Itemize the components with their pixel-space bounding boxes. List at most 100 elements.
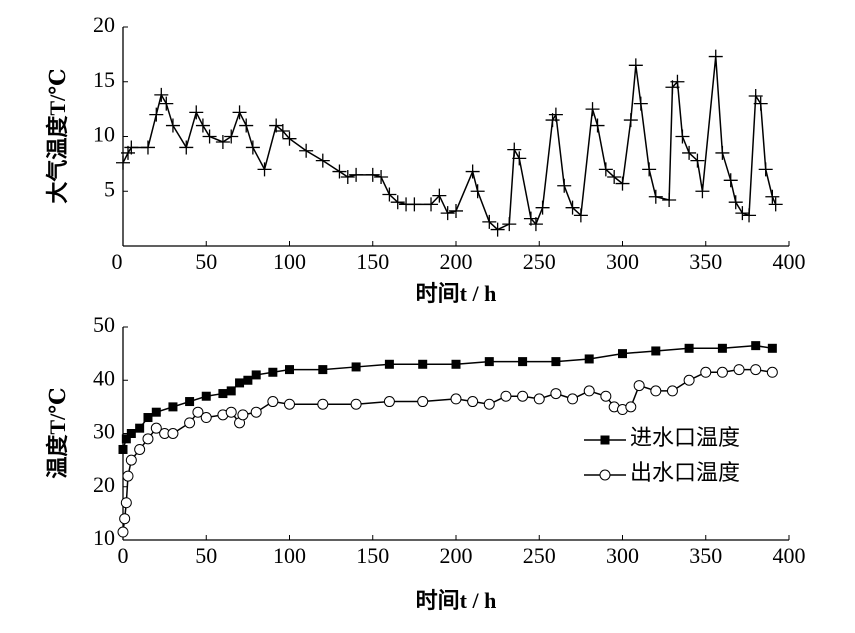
marker [299, 143, 314, 158]
x-tick-label: 400 [773, 543, 806, 568]
marker [350, 398, 362, 410]
marker [417, 396, 429, 408]
marker [192, 406, 204, 418]
marker [116, 155, 130, 170]
marker [432, 188, 447, 203]
marker [120, 497, 132, 509]
x-tick-label: 0 [112, 249, 123, 274]
marker [189, 105, 204, 120]
x-tick-label: 50 [195, 543, 217, 568]
x-tick-label: 350 [689, 249, 722, 274]
marker [766, 366, 778, 378]
marker [666, 385, 678, 397]
marker [185, 397, 195, 407]
marker [315, 153, 330, 168]
marker [140, 140, 155, 155]
marker [482, 214, 497, 229]
marker [557, 178, 572, 193]
marker [567, 393, 579, 405]
marker [748, 88, 763, 103]
marker [490, 222, 505, 237]
marker [318, 365, 328, 375]
marker [120, 145, 135, 160]
marker [700, 366, 712, 378]
x-tick-label: 50 [195, 249, 217, 274]
marker [165, 118, 180, 133]
marker [517, 390, 529, 402]
marker [267, 396, 279, 408]
marker [683, 374, 695, 386]
marker [151, 407, 161, 417]
marker [374, 170, 389, 185]
marker [717, 343, 727, 353]
marker [226, 386, 236, 396]
x-tick-label: 250 [523, 249, 556, 274]
marker [250, 406, 262, 418]
marker [684, 343, 694, 353]
marker [284, 398, 295, 410]
marker [502, 217, 517, 232]
marker [518, 357, 528, 367]
marker [200, 412, 212, 424]
marker [723, 173, 738, 188]
marker [383, 396, 395, 408]
y-tick-label: 15 [93, 67, 115, 92]
marker [483, 398, 495, 410]
marker [124, 140, 139, 155]
marker [633, 380, 645, 392]
y-tick-label: 20 [93, 12, 115, 37]
x-tick-label: 200 [440, 249, 473, 274]
marker [535, 200, 550, 215]
marker [670, 74, 685, 89]
marker [735, 206, 750, 221]
marker [545, 113, 560, 128]
x-tick-label: 100 [273, 543, 306, 568]
marker [215, 134, 230, 149]
x-tick-label: 300 [606, 249, 639, 274]
marker [450, 393, 462, 405]
marker [349, 167, 364, 182]
marker [565, 200, 580, 215]
marker [184, 417, 196, 429]
marker [449, 203, 463, 218]
marker [598, 162, 613, 177]
marker [168, 402, 178, 412]
marker [690, 153, 705, 168]
marker [275, 124, 290, 139]
marker [122, 470, 134, 482]
marker [382, 187, 397, 202]
marker [633, 96, 648, 111]
marker [484, 357, 494, 367]
marker [470, 184, 485, 199]
marker [285, 365, 294, 375]
x-tick-label: 100 [273, 249, 306, 274]
marker [600, 390, 612, 402]
marker [618, 349, 627, 359]
marker [573, 208, 588, 223]
marker [548, 107, 563, 122]
y-tick-label: 50 [93, 312, 115, 337]
marker [237, 409, 249, 421]
y-tick-label: 40 [93, 365, 115, 390]
marker [623, 113, 638, 128]
x-axis-label: 时间t / h [416, 281, 497, 306]
marker [118, 444, 128, 454]
y-tick-label: 5 [104, 176, 115, 201]
marker [143, 413, 153, 423]
marker [767, 343, 777, 353]
marker [202, 129, 217, 144]
marker [135, 423, 145, 433]
marker [650, 385, 662, 397]
marker [507, 142, 522, 157]
y-tick-label: 10 [93, 122, 115, 147]
legend-label: 出水口温度 [630, 460, 740, 485]
marker [675, 129, 690, 144]
x-tick-label: 400 [773, 249, 806, 274]
marker [218, 389, 228, 399]
x-tick-label: 350 [689, 543, 722, 568]
marker [768, 197, 783, 212]
marker [251, 370, 261, 380]
marker [239, 118, 254, 133]
marker [662, 193, 677, 208]
